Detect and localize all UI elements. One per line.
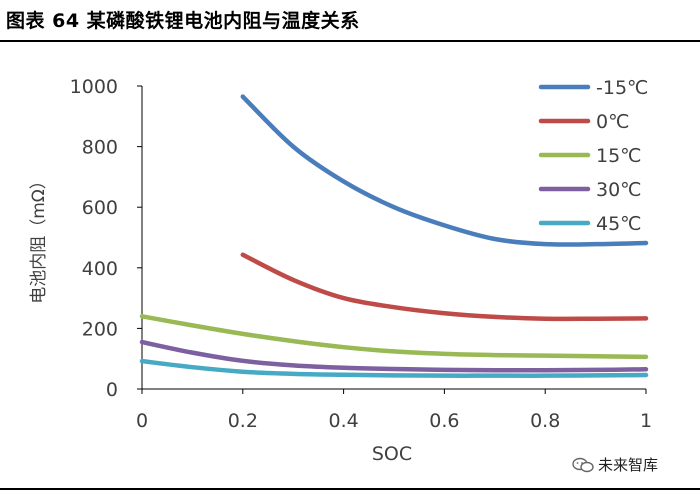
watermark: 未来智库: [572, 454, 658, 475]
y-axis-ticks: 0 200 400 600 800 1000: [70, 76, 142, 401]
y-tick-label: 200: [82, 318, 118, 340]
x-tick-label: 0.2: [228, 410, 258, 432]
watermark-text: 未来智库: [598, 456, 659, 474]
series-line-3: [139, 339, 649, 373]
x-axis-ticks: 0 0.2 0.4 0.6 0.8 1: [136, 389, 652, 432]
y-tick-label: 600: [82, 197, 118, 219]
x-tick-label: 1: [640, 410, 652, 432]
series-line-4: [139, 358, 649, 378]
legend-label-3: 30℃: [596, 179, 642, 201]
legend-label-2: 15℃: [596, 145, 642, 167]
series-line-1: [240, 252, 649, 322]
x-tick-label: 0.8: [530, 410, 560, 432]
x-tick-label: 0.6: [429, 410, 459, 432]
x-axis-label: SOC: [372, 443, 412, 465]
x-tick-label: 0: [136, 410, 148, 432]
series-line-0: [240, 94, 649, 247]
y-tick-label: 800: [82, 137, 118, 159]
chart-axes: [141, 86, 646, 390]
chart-series-lines: [139, 94, 649, 378]
y-tick-label: 1000: [70, 76, 118, 98]
series-line-2: [139, 314, 649, 360]
y-tick-label: 0: [106, 379, 118, 401]
y-tick-label: 400: [82, 258, 118, 280]
chart-legend: -15℃ 0℃ 15℃ 30℃ 45℃: [538, 77, 648, 235]
page-title: 图表 64 某磷酸铁锂电池内阻与温度关系: [6, 10, 360, 32]
x-tick-label: 0.4: [328, 410, 358, 432]
legend-label-0: -15℃: [596, 77, 648, 99]
legend-label-4: 45℃: [596, 213, 642, 235]
y-axis-label: 电池内阻（mΩ）: [29, 172, 49, 304]
wechat-icon: [572, 457, 594, 472]
legend-label-1: 0℃: [596, 111, 629, 133]
title-divider: [0, 40, 700, 42]
bottom-divider: [0, 488, 700, 490]
